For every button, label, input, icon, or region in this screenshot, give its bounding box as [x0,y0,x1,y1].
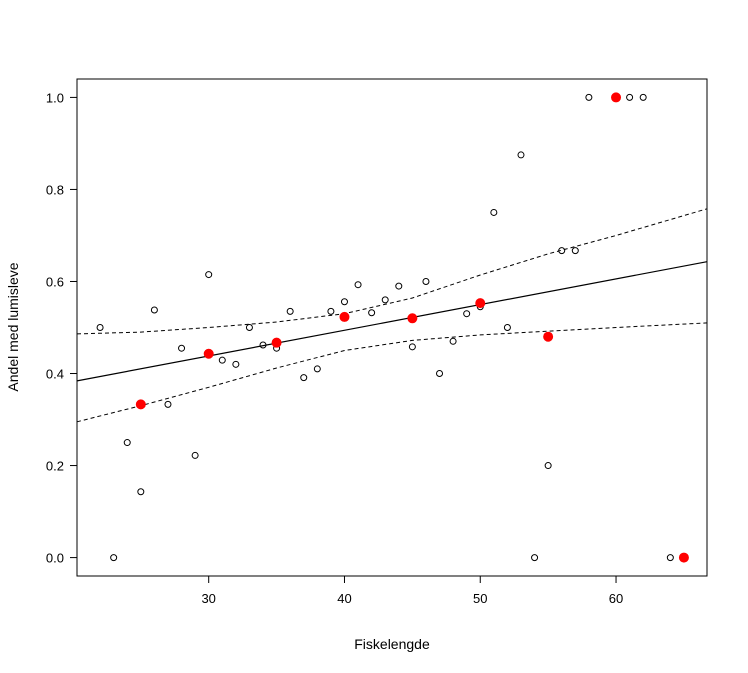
data-point [639,93,647,101]
regression-fit [76,261,708,382]
plot-frame [76,78,708,577]
data-point [286,307,294,315]
data-point [531,554,539,562]
data-point [123,439,131,447]
x-tick-label: 30 [201,591,215,606]
data-point [327,307,335,315]
mean-point [339,311,350,322]
y-tick-label: 0.6 [46,274,64,289]
data-point [137,488,145,496]
data-point [463,310,471,318]
x-axis-title: Fiskelengde [354,636,430,652]
data-point [408,343,416,351]
x-tick-label: 40 [337,591,351,606]
data-point [626,93,634,101]
data-point [666,554,674,562]
data-point [544,462,552,470]
mean-point [475,298,486,309]
data-point [436,370,444,378]
y-tick-label: 1.0 [46,90,64,105]
data-point [218,356,226,364]
data-point [368,309,376,317]
mean-point [135,399,146,410]
confidence-lower-line [76,322,708,423]
data-point [300,374,308,382]
data-point [150,306,158,314]
data-points [96,92,689,563]
data-point [191,451,199,459]
mean-point [271,337,282,348]
data-point [164,400,172,408]
y-axis-title: Andel med lumisleve [5,262,21,391]
data-point [110,554,118,562]
data-point [96,324,104,331]
data-point [313,365,321,373]
mean-point [203,348,214,359]
mean-point [543,331,554,342]
y-tick-label: 0.2 [46,459,64,474]
data-point [490,208,498,216]
data-point [381,296,389,304]
data-point [354,281,362,289]
y-tick-label: 0.8 [46,182,64,197]
mean-point [407,313,418,324]
mean-point [678,552,689,563]
confidence-upper-line [76,208,708,335]
x-tick-label: 60 [609,591,623,606]
data-point [422,277,430,285]
x-axis: 30 40 50 60 [201,576,623,606]
confidence-band [76,208,708,423]
data-point [245,324,253,331]
data-point [178,344,186,352]
data-point [395,282,403,290]
data-point [558,247,566,255]
x-tick-label: 50 [473,591,487,606]
data-point [517,151,525,159]
y-tick-label: 0.0 [46,551,64,566]
data-point [259,341,267,349]
data-point [205,271,213,279]
y-tick-label: 0.4 [46,367,64,382]
data-point [585,93,593,101]
y-axis: 0.0 0.2 0.4 0.6 0.8 1.0 [46,90,77,566]
data-point [232,360,240,368]
data-point [503,324,511,331]
mean-point [611,92,622,103]
data-point [449,337,457,345]
data-point [340,298,348,306]
fit-line [76,261,708,382]
data-point [571,247,579,255]
